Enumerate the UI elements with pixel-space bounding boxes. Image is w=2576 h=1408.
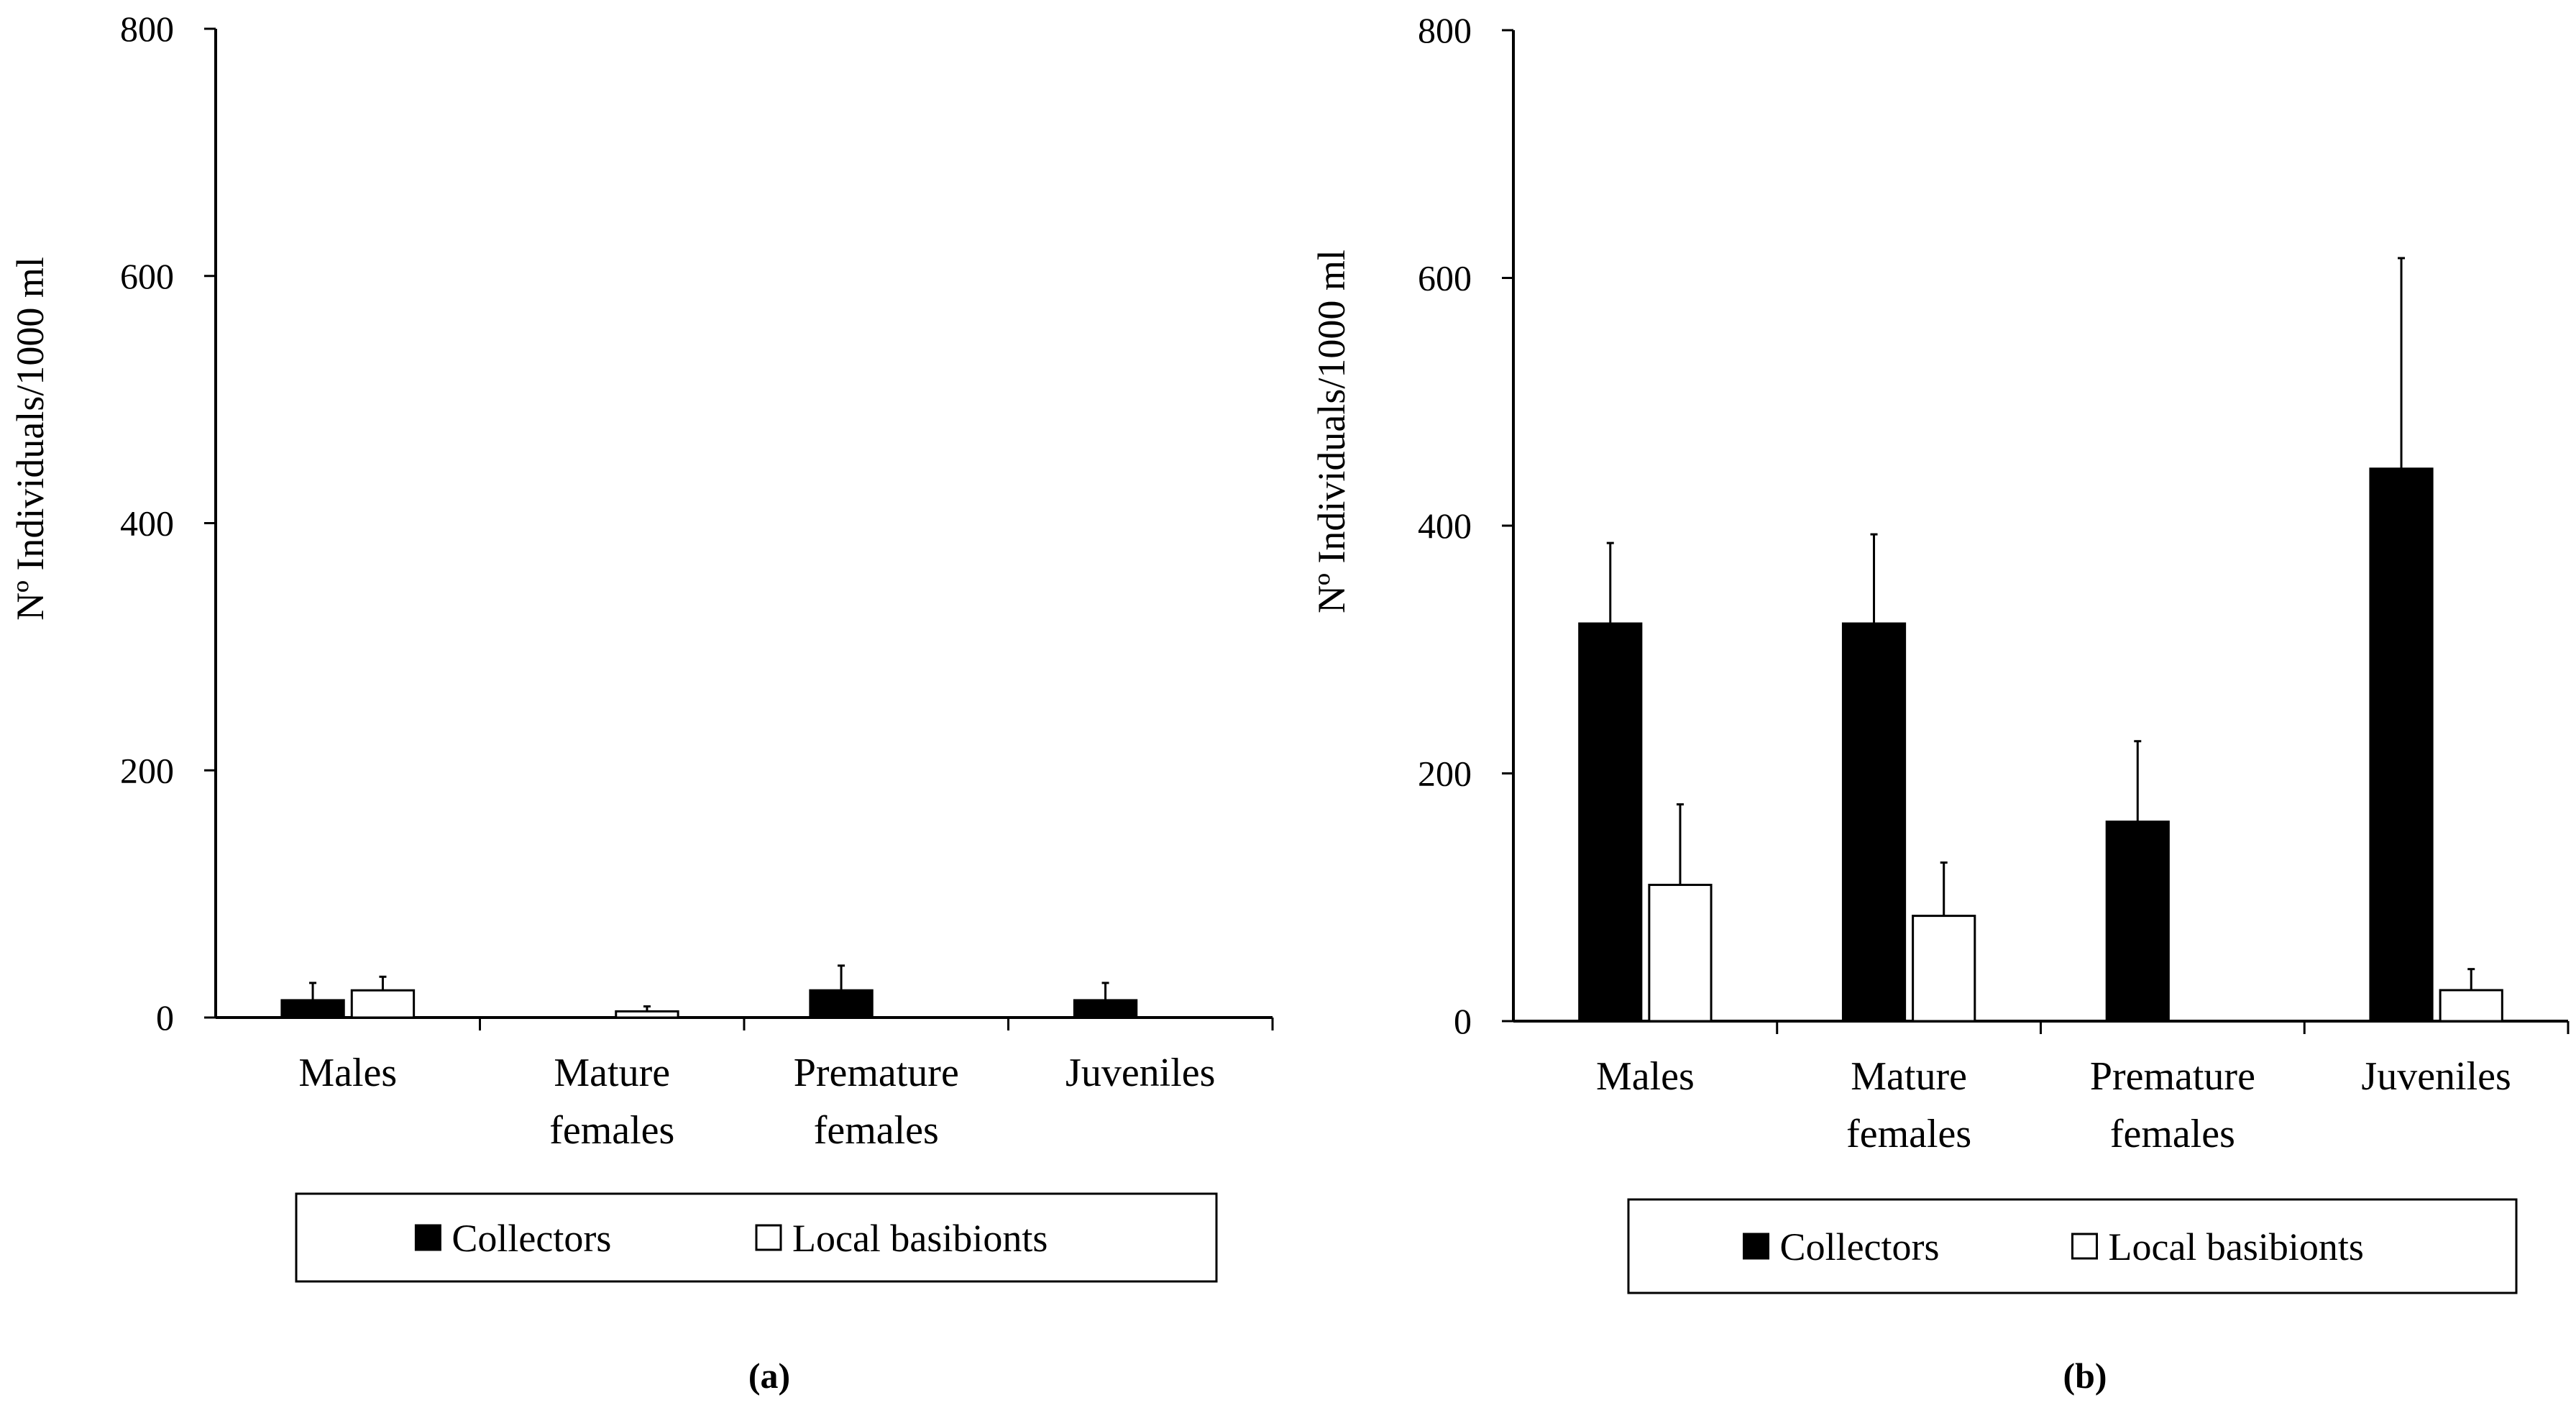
y-tick-label: 400 <box>1418 506 1472 546</box>
y-tick-label: 600 <box>120 256 174 296</box>
panel-b: 0 200 400 600 800 Nº Individuals/1000 ml Males… <box>1310 10 2570 1396</box>
bar-collectors <box>809 989 874 1019</box>
legend-swatch-collectors <box>414 1224 441 1251</box>
legend-label: Collectors <box>1780 1225 1940 1268</box>
bar-collectors <box>2105 820 2170 1023</box>
panel-caption: (b) <box>2063 1356 2107 1396</box>
y-tick-label: 200 <box>1418 754 1472 794</box>
bar-local-basibionts <box>350 989 416 1019</box>
category-label: Mature females <box>1846 1054 1971 1156</box>
category-label: Premature females <box>2090 1054 2255 1156</box>
bar-collectors <box>280 999 345 1019</box>
category-label: Premature females <box>794 1051 959 1153</box>
legend-label: Collectors <box>452 1217 611 1260</box>
legend-label: Local basibionts <box>2109 1225 2364 1268</box>
bar-collectors <box>1578 622 1643 1023</box>
y-tick-label: 0 <box>1454 1001 1472 1041</box>
bar-local-basibionts <box>615 1010 679 1019</box>
bar-collectors <box>1073 999 1138 1019</box>
legend-swatch-local-basibionts <box>2071 1233 2098 1260</box>
y-tick-label: 200 <box>120 750 174 790</box>
y-axis-label: Nº Individuals/1000 ml <box>9 257 52 621</box>
bar-collectors <box>2369 467 2434 1023</box>
bar-local-basibionts <box>2439 989 2503 1023</box>
panel-caption: (a) <box>748 1356 790 1396</box>
bar-local-basibionts <box>1912 915 1976 1023</box>
category-label: Mature females <box>549 1051 674 1153</box>
legend-swatch-local-basibionts <box>755 1224 782 1251</box>
category-label: Males <box>1596 1054 1695 1099</box>
legend-label: Local basibionts <box>792 1217 1048 1260</box>
panel-a: 0 200 400 600 800 Nº Individuals/1000 ml Males… <box>9 9 1274 1396</box>
legend-swatch-collectors <box>1743 1233 1770 1260</box>
y-tick-label: 0 <box>156 997 174 1038</box>
y-tick-label: 800 <box>1418 10 1472 50</box>
category-label: Juveniles <box>1065 1051 1215 1095</box>
bar-collectors <box>1841 622 1907 1023</box>
y-tick-label: 400 <box>120 503 174 544</box>
category-label: Juveniles <box>2361 1054 2511 1099</box>
y-tick-label: 600 <box>1418 258 1472 298</box>
category-label: Males <box>298 1051 397 1095</box>
y-axis-label: Nº Individuals/1000 ml <box>1310 250 1353 613</box>
y-tick-label: 800 <box>120 9 174 49</box>
bar-local-basibionts <box>1648 884 1713 1023</box>
